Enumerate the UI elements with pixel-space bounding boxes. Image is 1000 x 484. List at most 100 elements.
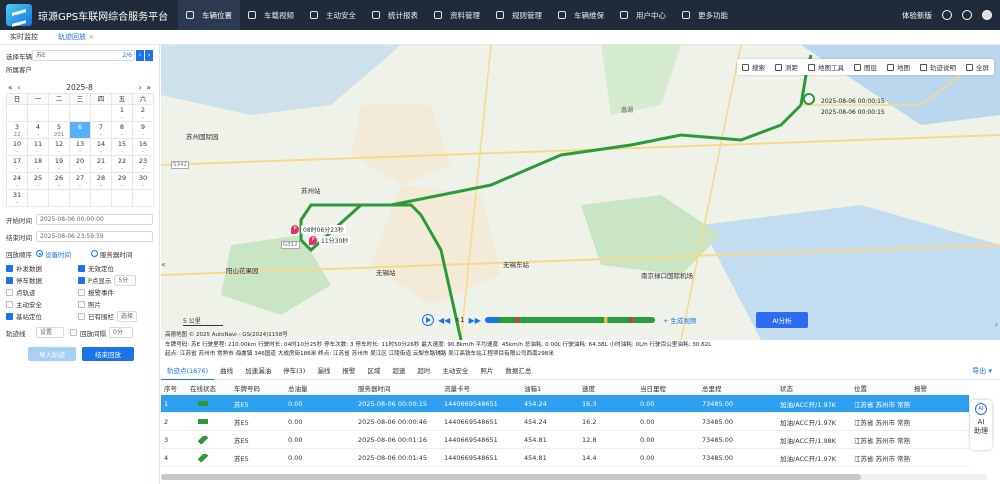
option-2[interactable]: 停车数据: [6, 274, 78, 286]
data-tab-7[interactable]: 超速: [392, 366, 406, 375]
column-header[interactable]: 车牌号码: [234, 384, 260, 393]
calendar-day[interactable]: 22-: [112, 156, 133, 173]
data-tab-8[interactable]: 超时: [417, 366, 431, 375]
calendar-day[interactable]: 21-: [91, 156, 112, 173]
calendar-day[interactable]: 30-: [133, 173, 154, 190]
export-button[interactable]: 导出 ▾: [972, 367, 992, 375]
column-header[interactable]: 服务器时间: [358, 384, 391, 393]
nav-item-0[interactable]: 车辆位置: [178, 0, 240, 30]
calendar-day[interactable]: 17-: [7, 156, 28, 173]
generate-video-button[interactable]: + 生成视频: [662, 317, 697, 325]
calendar-day[interactable]: 29-: [112, 173, 133, 190]
nav-item-2[interactable]: 主动安全: [302, 0, 364, 30]
map-tool-5[interactable]: 轨迹说明: [915, 59, 961, 75]
column-header[interactable]: 报警: [914, 384, 927, 393]
data-tab-4[interactable]: 漏线: [317, 366, 331, 375]
column-header[interactable]: 当日里程: [640, 384, 666, 393]
speed-label[interactable]: ×1: [454, 316, 465, 324]
order-server-radio[interactable]: 服务器时间: [90, 248, 153, 260]
tab-realtime[interactable]: 实时监控: [10, 32, 38, 41]
ai-assistant-float[interactable]: AI AI 助理: [970, 400, 992, 450]
track-line-setting[interactable]: 设置: [36, 327, 64, 338]
calendar-day[interactable]: 2-: [133, 105, 154, 122]
playback-progress[interactable]: [484, 317, 655, 323]
data-tab-2[interactable]: 加速漏油: [245, 366, 272, 375]
map-tool-1[interactable]: 测距: [770, 59, 803, 75]
option-3[interactable]: P点显示 5分: [78, 274, 152, 286]
map-tool-0[interactable]: 搜索: [737, 59, 770, 75]
option-6[interactable]: 主动安全: [6, 298, 78, 310]
calendar-day[interactable]: 26-: [49, 173, 70, 190]
calendar-day[interactable]: 23-: [133, 156, 154, 173]
start-time-input[interactable]: 2025-08-06 00:00:00: [36, 214, 153, 225]
horizontal-scrollbar[interactable]: [161, 474, 987, 480]
end-time-input[interactable]: 2025-08-06 23:59:59: [36, 231, 153, 242]
nav-item-1[interactable]: 车载视频: [240, 0, 302, 30]
data-tab-3[interactable]: 停车(3): [283, 366, 306, 375]
nav-item-8[interactable]: 更多功能: [674, 0, 736, 30]
nav-item-6[interactable]: 车辆维保: [550, 0, 612, 30]
back-interval-check[interactable]: 回放间隔: [70, 327, 106, 339]
search-icon[interactable]: [942, 10, 952, 20]
data-tab-1[interactable]: 曲线: [220, 366, 234, 375]
map-tool-2[interactable]: 地图工具: [803, 59, 849, 75]
back-interval-select[interactable]: 0分: [109, 327, 133, 338]
calendar-day[interactable]: 5 201: [49, 122, 70, 139]
calendar-day[interactable]: 6-: [70, 122, 91, 139]
calendar-day[interactable]: 3 22: [7, 122, 28, 139]
data-tab-6[interactable]: 区域: [367, 366, 381, 375]
data-tab-10[interactable]: 照片: [480, 366, 494, 375]
calendar-day[interactable]: 18-: [28, 156, 49, 173]
next-vehicle-button[interactable]: ›: [145, 50, 153, 61]
option-7[interactable]: 照片: [78, 298, 152, 310]
parking-marker-icon[interactable]: P: [309, 236, 317, 245]
prev-vehicle-button[interactable]: ‹: [136, 50, 144, 61]
tab-track-playback[interactable]: 轨迹回放 ×: [48, 30, 104, 45]
expand-sidebar-button[interactable]: «: [161, 260, 166, 269]
start-marker-icon[interactable]: [803, 93, 815, 105]
table-row[interactable]: 1 苏E5 0.00 2025-08-06 00:00:15 1440669548651…: [161, 395, 969, 413]
map-view[interactable]: 苏州站 无锡东站 无锡站 南京禄口国际机场 阳山花果园 苏州国际园 蠡湖 S34…: [161, 45, 1000, 340]
data-tab-0[interactable]: 轨迹点(1876): [161, 362, 215, 380]
p-select[interactable]: 5分: [114, 274, 137, 286]
column-header[interactable]: 速度: [582, 384, 595, 393]
ai-analyze-button[interactable]: AI分析: [756, 312, 808, 328]
calendar-day[interactable]: 10-: [7, 139, 28, 156]
calendar-day[interactable]: 28-: [91, 173, 112, 190]
column-header[interactable]: 位置: [854, 384, 867, 393]
calendar-day[interactable]: 12-: [49, 139, 70, 156]
play-icon[interactable]: [422, 314, 434, 326]
calendar-day[interactable]: 24-: [7, 173, 28, 190]
column-header[interactable]: 总油量: [288, 384, 308, 393]
rewind-icon[interactable]: ◀◀: [438, 315, 451, 325]
column-header[interactable]: 流量卡号: [444, 384, 470, 393]
table-row[interactable]: 3 苏E5 0.00 2025-08-06 00:01:16 1440669548651…: [161, 431, 969, 449]
calendar-day[interactable]: 16-: [133, 139, 154, 156]
calendar-day[interactable]: 8-: [112, 122, 133, 139]
expand-right-button[interactable]: ›: [994, 320, 998, 329]
option-4[interactable]: 点轨迹: [6, 286, 78, 298]
map-tool-4[interactable]: 地图: [882, 59, 915, 75]
option-0[interactable]: 补发数据: [6, 262, 78, 274]
nav-item-3[interactable]: 统计报表: [364, 0, 426, 30]
calendar-day[interactable]: 25-: [28, 173, 49, 190]
order-device-radio[interactable]: 设备时间: [36, 248, 91, 260]
parking-marker-icon[interactable]: P: [291, 225, 299, 234]
calendar-day[interactable]: 14-: [91, 139, 112, 156]
fence-select[interactable]: 选择: [117, 310, 137, 322]
prev-year-button[interactable]: «: [8, 82, 13, 92]
fast-forward-icon[interactable]: ▶▶: [468, 315, 481, 325]
data-tab-11[interactable]: 数据汇总: [505, 366, 532, 375]
nav-item-4[interactable]: 资料管理: [426, 0, 488, 30]
user-avatar-icon[interactable]: [982, 10, 992, 20]
column-header[interactable]: 总里程: [702, 384, 722, 393]
column-header[interactable]: 在线状态: [190, 384, 216, 393]
calendar-day[interactable]: 7-: [91, 122, 112, 139]
calendar-day[interactable]: 1-: [112, 105, 133, 122]
calendar-day[interactable]: 31-: [7, 190, 28, 207]
prev-month-button[interactable]: ‹: [17, 82, 21, 92]
option-1[interactable]: 无效定位: [78, 262, 152, 274]
data-tab-5[interactable]: 报警: [342, 366, 356, 375]
nav-item-7[interactable]: 用户中心: [612, 0, 674, 30]
calendar-day[interactable]: 20-: [70, 156, 91, 173]
